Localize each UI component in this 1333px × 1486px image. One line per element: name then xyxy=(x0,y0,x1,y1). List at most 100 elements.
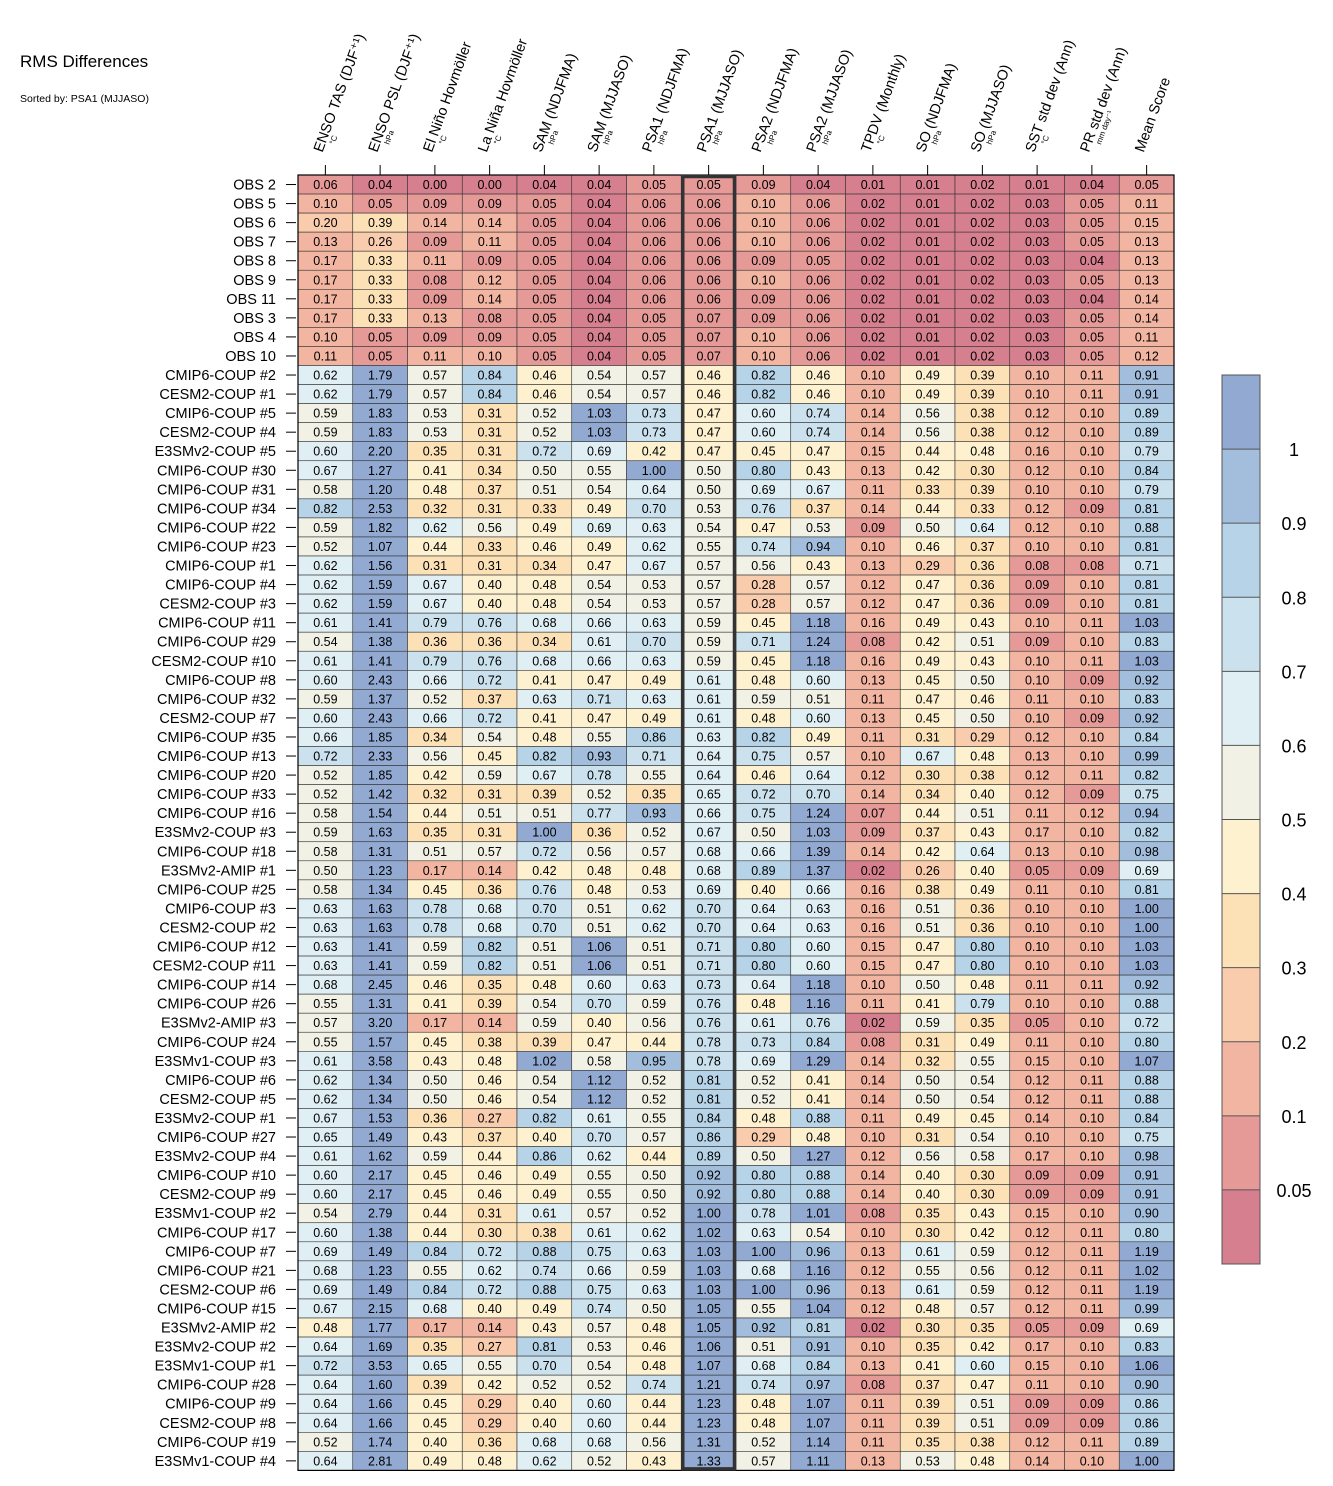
cell-value-label: 0.80 xyxy=(970,959,994,973)
cell-value-label: 0.43 xyxy=(642,1454,666,1468)
cell-value-label: 0.48 xyxy=(587,883,611,897)
cell-value-label: 0.57 xyxy=(642,388,666,402)
cell-value-label: 0.68 xyxy=(751,1264,775,1278)
cell-value-label: 0.45 xyxy=(477,750,501,764)
cell-value-label: 0.50 xyxy=(751,826,775,840)
cell-value-label: 0.84 xyxy=(423,1283,447,1297)
cell-value-label: 0.93 xyxy=(642,807,666,821)
cell-value-label: 0.37 xyxy=(970,540,994,554)
cell-value-label: 0.40 xyxy=(423,1435,447,1449)
column-unit-label: °C xyxy=(328,134,340,146)
cell-value-label: 0.05 xyxy=(532,254,556,268)
cell-value-label: 0.60 xyxy=(751,426,775,440)
cell-value-label: 0.47 xyxy=(970,1378,994,1392)
cell-value-label: 0.34 xyxy=(532,559,556,573)
cell-value-label: 0.32 xyxy=(423,788,447,802)
cell-value-label: 1.27 xyxy=(368,464,392,478)
cell-value-label: 0.06 xyxy=(696,292,720,306)
cell-value-label: 0.52 xyxy=(313,540,337,554)
cell-value-label: 0.06 xyxy=(696,254,720,268)
cell-value-label: 1.23 xyxy=(696,1416,720,1430)
cell-value-label: 0.92 xyxy=(696,1188,720,1202)
column-labels: ENSO TAS (DJF⁺¹)°C ENSO PSL (DJF⁺¹)hPa El … xyxy=(311,32,1174,175)
cell-value-label: 0.02 xyxy=(861,235,885,249)
cell-value-label: 1.18 xyxy=(806,616,830,630)
cell-value-label: 0.34 xyxy=(532,635,556,649)
cell-value-label: 1.19 xyxy=(1134,1283,1158,1297)
cell-value-label: 0.41 xyxy=(915,1359,939,1373)
cell-value-label: 0.56 xyxy=(642,1016,666,1030)
cell-value-label: 0.35 xyxy=(970,1321,994,1335)
cell-value-label: 0.51 xyxy=(587,921,611,935)
cell-value-label: 0.12 xyxy=(1025,1245,1049,1259)
cell-value-label: 0.50 xyxy=(970,711,994,725)
cell-value-label: 0.52 xyxy=(751,1073,775,1087)
cell-value-label: 0.67 xyxy=(806,483,830,497)
cell-value-label: 0.51 xyxy=(532,483,556,497)
cell-value-label: 0.00 xyxy=(423,178,447,192)
cell-value-label: 0.11 xyxy=(1135,197,1158,211)
row-label: CMIP6-COUP #23 xyxy=(157,539,276,555)
cell-value-label: 0.41 xyxy=(423,464,447,478)
cell-value-label: 0.86 xyxy=(642,730,666,744)
cell-value-label: 0.63 xyxy=(806,902,830,916)
cell-value-label: 1.66 xyxy=(368,1397,392,1411)
cell-value-label: 0.56 xyxy=(915,1150,939,1164)
cell-value-label: 0.68 xyxy=(532,654,556,668)
cell-value-label: 0.40 xyxy=(532,1416,556,1430)
cell-value-label: 1.12 xyxy=(587,1073,611,1087)
cell-value-label: 1.07 xyxy=(806,1416,830,1430)
cell-value-label: 0.13 xyxy=(861,464,885,478)
cell-value-label: 0.11 xyxy=(1080,1264,1103,1278)
cell-value-label: 0.50 xyxy=(751,1150,775,1164)
cell-value-label: 0.14 xyxy=(477,216,501,230)
cell-value-label: 0.83 xyxy=(1134,1340,1158,1354)
cell-value-label: 0.04 xyxy=(587,216,611,230)
cell-value-label: 0.46 xyxy=(915,540,939,554)
cell-value-label: 0.52 xyxy=(313,788,337,802)
cell-value-label: 0.04 xyxy=(587,254,611,268)
cell-value-label: 0.43 xyxy=(806,559,830,573)
cell-value-label: 0.29 xyxy=(477,1397,501,1411)
cell-value-label: 0.09 xyxy=(477,254,501,268)
cell-value-label: 1.34 xyxy=(368,883,392,897)
cell-value-label: 0.04 xyxy=(587,197,611,211)
cell-value-label: 0.06 xyxy=(642,216,666,230)
cell-value-label: 0.05 xyxy=(1080,235,1104,249)
cell-value-label: 0.13 xyxy=(313,235,337,249)
cell-value-label: 0.69 xyxy=(751,483,775,497)
cell-value-label: 1.85 xyxy=(368,769,392,783)
cell-value-label: 0.06 xyxy=(642,273,666,287)
cell-value-label: 0.81 xyxy=(806,1321,830,1335)
row-label: CESM2-COUP #8 xyxy=(159,1416,276,1432)
cell-value-label: 0.17 xyxy=(423,1016,447,1030)
cell-value-label: 0.01 xyxy=(915,311,939,325)
colorbar-segment xyxy=(1222,745,1260,820)
cell-value-label: 0.82 xyxy=(751,369,775,383)
cell-value-label: 0.10 xyxy=(861,1340,885,1354)
cell-value-label: 0.91 xyxy=(1134,1169,1158,1183)
cell-value-label: 0.52 xyxy=(751,1092,775,1106)
cell-value-label: 0.59 xyxy=(313,426,337,440)
colorbar-segment xyxy=(1222,1115,1260,1190)
row-label: CMIP6-COUP #15 xyxy=(157,1301,276,1317)
cell-value-label: 2.33 xyxy=(368,750,392,764)
cell-value-label: 0.14 xyxy=(861,1169,885,1183)
cell-value-label: 0.80 xyxy=(1134,1226,1158,1240)
cell-value-label: 0.44 xyxy=(423,1226,447,1240)
cell-value-label: 0.05 xyxy=(1080,216,1104,230)
cell-value-label: 0.55 xyxy=(477,1359,501,1373)
row-label: CMIP6-COUP #7 xyxy=(165,1244,276,1260)
row-label: CMIP6-COUP #16 xyxy=(157,806,276,822)
cell-value-label: 0.45 xyxy=(423,1188,447,1202)
cell-value-label: 1.12 xyxy=(587,1092,611,1106)
cell-value-label: 0.51 xyxy=(642,940,666,954)
cell-value-label: 0.72 xyxy=(1134,1016,1158,1030)
cell-value-label: 0.60 xyxy=(587,978,611,992)
cell-value-label: 0.70 xyxy=(587,997,611,1011)
cell-value-label: 0.78 xyxy=(423,902,447,916)
cell-value-label: 0.01 xyxy=(915,216,939,230)
cell-value-label: 0.64 xyxy=(751,978,775,992)
cell-value-label: 0.72 xyxy=(477,673,501,687)
cell-value-label: 0.60 xyxy=(970,1359,994,1373)
